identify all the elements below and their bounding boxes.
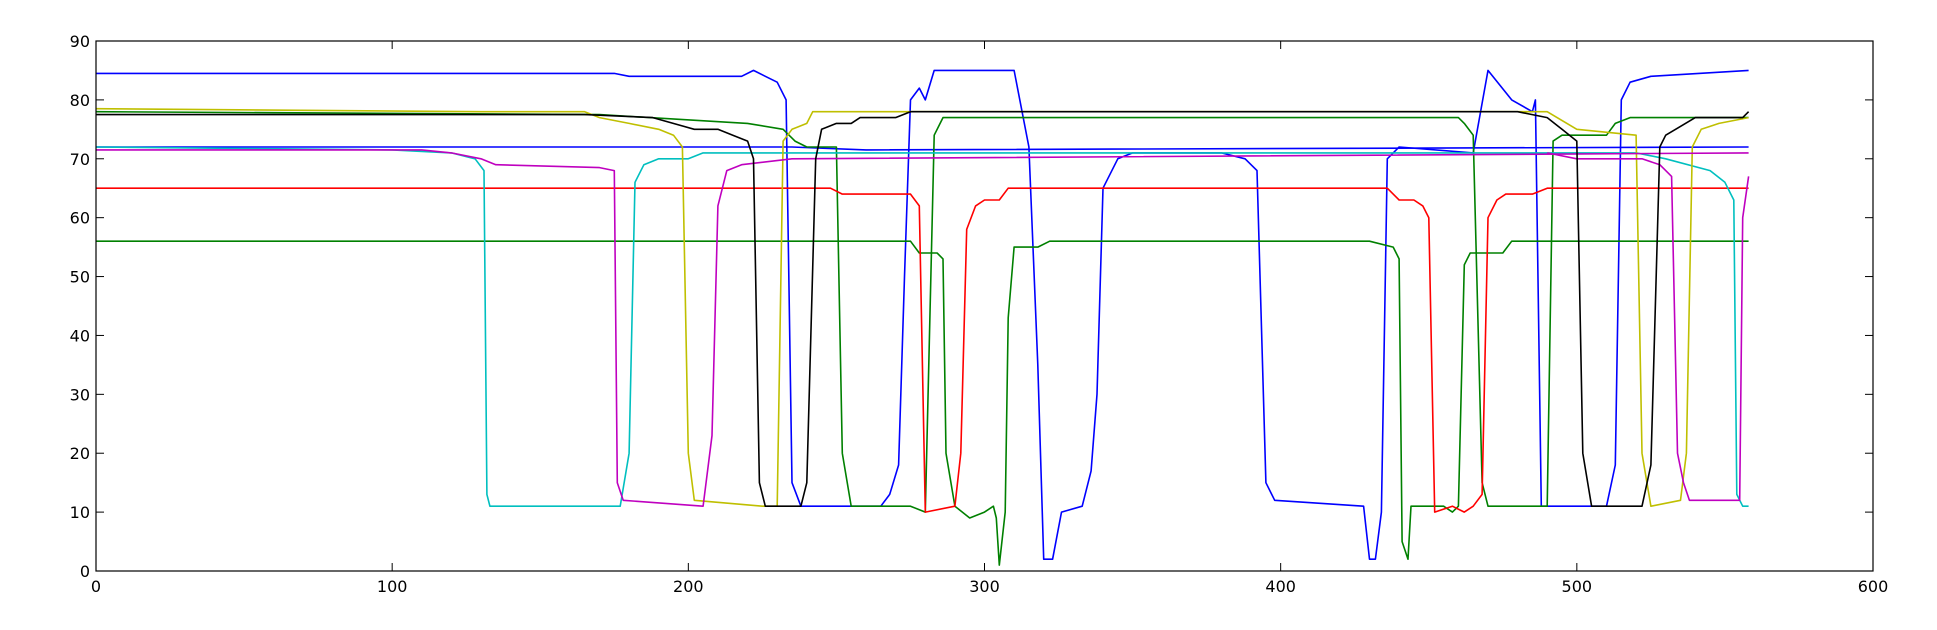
y-tick-label: 90 <box>70 32 90 51</box>
y-tick-label: 0 <box>80 562 90 581</box>
series-line-8 <box>96 149 1749 508</box>
plot-frame <box>95 40 1874 572</box>
series-line-1 <box>96 69 1749 561</box>
x-tick-label: 300 <box>969 577 1000 596</box>
y-tick-label: 50 <box>70 268 90 287</box>
series-line-5 <box>96 187 1749 513</box>
x-tick-label: 0 <box>91 577 101 596</box>
series-line-6 <box>95 146 1749 508</box>
series-line-2 <box>96 146 1749 151</box>
y-tick-label: 10 <box>70 503 90 522</box>
y-tick-label: 30 <box>70 385 90 404</box>
x-tick-label: 500 <box>1562 577 1593 596</box>
y-tick-label: 70 <box>70 150 90 169</box>
y-tick-label: 20 <box>70 444 90 463</box>
series-line-9 <box>1547 152 1750 502</box>
y-tick-label: 80 <box>70 91 90 110</box>
series-line-7 <box>95 107 1749 508</box>
ticks-layer: 0 100 200 300 400 500 600 0 10 20 30 40 50 60 70 80 90 <box>70 32 1889 596</box>
x-tick-label: 200 <box>673 577 704 596</box>
x-tick-label: 100 <box>377 577 408 596</box>
series-layer <box>95 69 1750 566</box>
series-line-10 <box>96 110 1750 508</box>
series-line-4 <box>96 240 1749 566</box>
x-tick-label: 600 <box>1858 577 1889 596</box>
y-tick-label: 60 <box>70 209 90 228</box>
series-line-3 <box>95 110 1749 513</box>
x-tick-label: 400 <box>1265 577 1296 596</box>
y-tick-label: 40 <box>70 326 90 345</box>
